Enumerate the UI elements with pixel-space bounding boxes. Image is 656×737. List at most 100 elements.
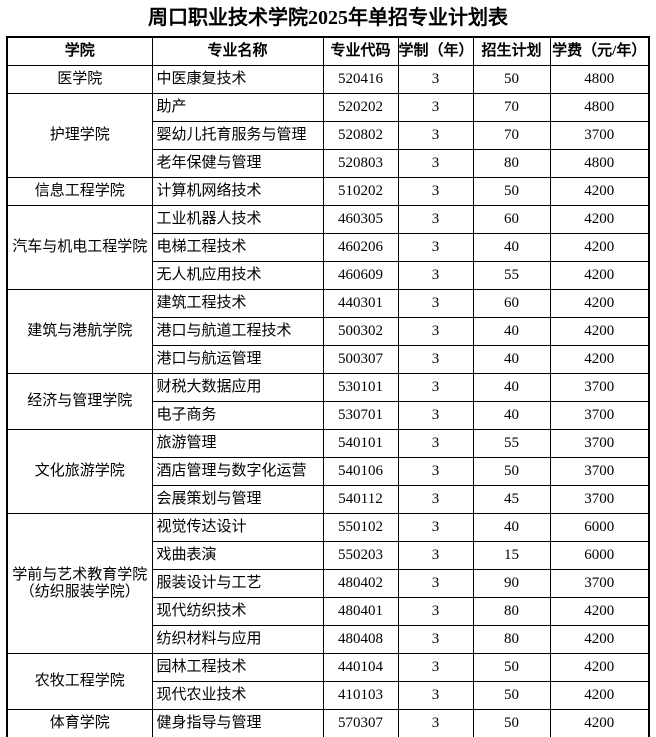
plan-cell: 90 bbox=[472, 569, 551, 598]
header-major-name: 专业名称 bbox=[151, 36, 324, 66]
table-row: 电子商务 530701 3 40 3700 bbox=[7, 401, 650, 430]
tuition-cell: 4200 bbox=[549, 681, 650, 710]
plan-cell: 70 bbox=[472, 121, 551, 150]
plan-cell: 50 bbox=[472, 457, 551, 486]
tuition-cell: 4200 bbox=[549, 233, 650, 262]
table-row: 纺织材料与应用 480408 3 80 4200 bbox=[7, 625, 650, 654]
code-cell: 460305 bbox=[322, 205, 399, 234]
plan-cell: 40 bbox=[472, 513, 551, 542]
duration-cell: 3 bbox=[397, 93, 474, 122]
major-cell: 财税大数据应用 bbox=[151, 373, 324, 402]
code-cell: 460206 bbox=[322, 233, 399, 262]
duration-cell: 3 bbox=[397, 429, 474, 458]
code-cell: 500307 bbox=[322, 345, 399, 374]
college-cell: 护理学院 bbox=[6, 93, 153, 178]
tuition-cell: 3700 bbox=[549, 569, 650, 598]
college-cell: 建筑与港航学院 bbox=[6, 289, 153, 374]
code-cell: 540106 bbox=[322, 457, 399, 486]
duration-cell: 3 bbox=[397, 149, 474, 178]
tuition-cell: 4200 bbox=[549, 317, 650, 346]
code-cell: 440104 bbox=[322, 653, 399, 682]
plan-cell: 55 bbox=[472, 429, 551, 458]
college-cell: 农牧工程学院 bbox=[6, 653, 153, 710]
tuition-cell: 3700 bbox=[549, 401, 650, 430]
major-cell: 服装设计与工艺 bbox=[151, 569, 324, 598]
tuition-cell: 3700 bbox=[549, 485, 650, 514]
code-cell: 520202 bbox=[322, 93, 399, 122]
college-cell: 体育学院 bbox=[6, 709, 153, 737]
tuition-cell: 3700 bbox=[549, 373, 650, 402]
duration-cell: 3 bbox=[397, 373, 474, 402]
tuition-cell: 4200 bbox=[549, 597, 650, 626]
table-header: 学院 专业名称 专业代码 学制（年） 招生计划 学费（元/年） bbox=[6, 36, 650, 66]
major-cell: 酒店管理与数字化运营 bbox=[151, 457, 324, 486]
duration-cell: 3 bbox=[397, 177, 474, 206]
duration-cell: 3 bbox=[397, 513, 474, 542]
duration-cell: 3 bbox=[397, 345, 474, 374]
plan-cell: 40 bbox=[472, 317, 551, 346]
major-cell: 现代农业技术 bbox=[151, 681, 324, 710]
code-cell: 530101 bbox=[322, 373, 399, 402]
duration-cell: 3 bbox=[397, 261, 474, 290]
duration-cell: 3 bbox=[397, 457, 474, 486]
plan-cell: 40 bbox=[472, 233, 551, 262]
table-row: 会展策划与管理 540112 3 45 3700 bbox=[7, 485, 650, 514]
duration-cell: 3 bbox=[397, 485, 474, 514]
plan-cell: 50 bbox=[472, 653, 551, 682]
major-cell: 旅游管理 bbox=[151, 429, 324, 458]
table-row: 戏曲表演 550203 3 15 6000 bbox=[7, 541, 650, 570]
tuition-cell: 4800 bbox=[549, 65, 650, 94]
header-major-code: 专业代码 bbox=[322, 36, 399, 66]
table-row: 学前与艺术教育学院（纺织服装学院） 视觉传达设计 550102 3 40 6000 bbox=[6, 513, 650, 654]
table-row: 建筑与港航学院 建筑工程技术 440301 3 60 4200 bbox=[6, 289, 650, 374]
duration-cell: 3 bbox=[397, 709, 474, 737]
code-cell: 550102 bbox=[322, 513, 399, 542]
header-duration: 学制（年） bbox=[397, 36, 474, 66]
major-cell: 计算机网络技术 bbox=[151, 177, 324, 206]
table-row: 港口与航运管理 500307 3 40 4200 bbox=[7, 345, 650, 374]
major-cell: 中医康复技术 bbox=[151, 65, 324, 94]
major-cell: 电梯工程技术 bbox=[151, 233, 324, 262]
code-cell: 520416 bbox=[322, 65, 399, 94]
code-cell: 410103 bbox=[322, 681, 399, 710]
code-cell: 570307 bbox=[322, 709, 399, 737]
duration-cell: 3 bbox=[397, 233, 474, 262]
tuition-cell: 4200 bbox=[549, 709, 650, 737]
major-cell: 建筑工程技术 bbox=[151, 289, 324, 318]
tuition-cell: 4200 bbox=[549, 261, 650, 290]
tuition-cell: 4800 bbox=[549, 149, 650, 178]
major-cell: 电子商务 bbox=[151, 401, 324, 430]
duration-cell: 3 bbox=[397, 289, 474, 318]
college-cell: 信息工程学院 bbox=[6, 177, 153, 206]
major-cell: 健身指导与管理 bbox=[151, 709, 324, 737]
plan-cell: 70 bbox=[472, 93, 551, 122]
code-cell: 530701 bbox=[322, 401, 399, 430]
table-row: 现代农业技术 410103 3 50 4200 bbox=[7, 681, 650, 710]
table-row: 护理学院 助产 520202 3 70 4800 bbox=[6, 93, 650, 178]
plan-cell: 50 bbox=[472, 709, 551, 737]
major-cell: 港口与航道工程技术 bbox=[151, 317, 324, 346]
plan-cell: 60 bbox=[472, 205, 551, 234]
code-cell: 440301 bbox=[322, 289, 399, 318]
plan-cell: 50 bbox=[472, 65, 551, 94]
table-row: 农牧工程学院 园林工程技术 440104 3 50 4200 bbox=[6, 653, 650, 710]
major-cell: 园林工程技术 bbox=[151, 653, 324, 682]
code-cell: 480401 bbox=[322, 597, 399, 626]
tuition-cell: 4200 bbox=[549, 345, 650, 374]
duration-cell: 3 bbox=[397, 653, 474, 682]
major-cell: 视觉传达设计 bbox=[151, 513, 324, 542]
plan-cell: 40 bbox=[472, 373, 551, 402]
duration-cell: 3 bbox=[397, 65, 474, 94]
college-cell: 汽车与机电工程学院 bbox=[6, 205, 153, 290]
table-row: 汽车与机电工程学院 工业机器人技术 460305 3 60 4200 bbox=[6, 205, 650, 290]
plan-cell: 40 bbox=[472, 401, 551, 430]
tuition-cell: 3700 bbox=[549, 429, 650, 458]
code-cell: 480402 bbox=[322, 569, 399, 598]
tuition-cell: 3700 bbox=[549, 457, 650, 486]
tuition-cell: 6000 bbox=[549, 513, 650, 542]
table-row: 婴幼儿托育服务与管理 520802 3 70 3700 bbox=[7, 121, 650, 150]
table-row: 电梯工程技术 460206 3 40 4200 bbox=[7, 233, 650, 262]
header-enrollment-plan: 招生计划 bbox=[472, 36, 551, 66]
college-cell: 学前与艺术教育学院（纺织服装学院） bbox=[6, 513, 153, 654]
college-cell: 经济与管理学院 bbox=[6, 373, 153, 430]
